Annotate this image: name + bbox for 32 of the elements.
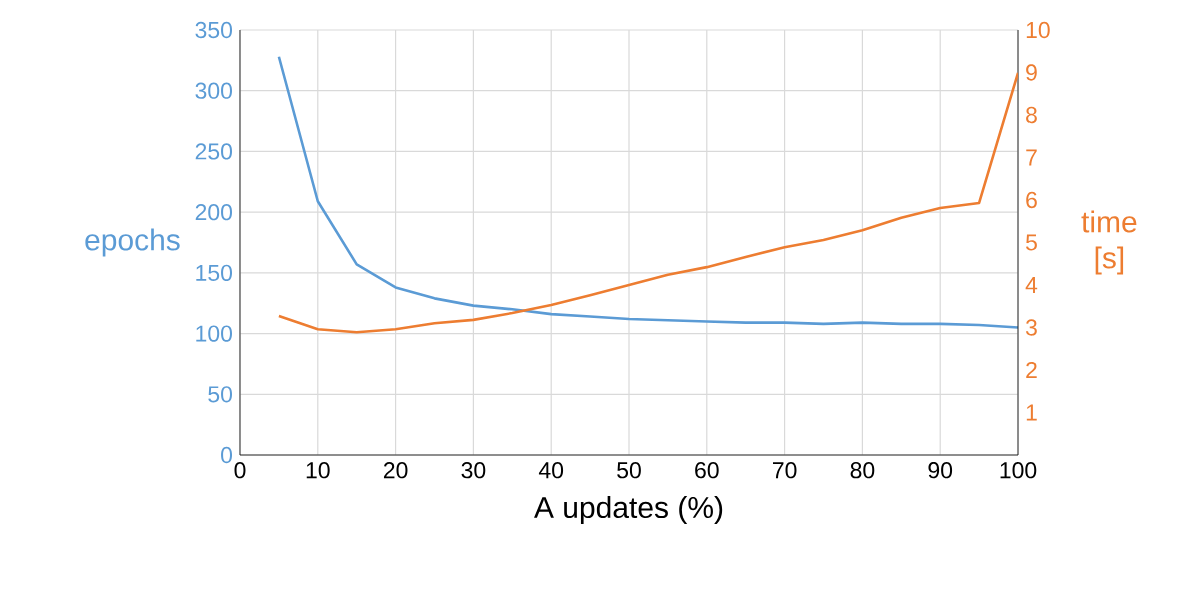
y-tick-label: 350: [195, 21, 233, 39]
x-tick-label: 60: [695, 462, 719, 479]
y-axis-title: epochs: [85, 228, 180, 257]
y2-tick-label: 10: [1026, 21, 1050, 39]
x-tick-label: 70: [773, 462, 797, 479]
y2-tick-label: 4: [1025, 277, 1038, 293]
y-tick-label: 300: [195, 82, 233, 99]
y-tick-label: 50: [208, 386, 233, 403]
y-tick-label: 200: [195, 204, 233, 221]
x-tick-label: 30: [461, 462, 486, 479]
x-tick-label: 80: [850, 462, 875, 479]
y2-tick-label: 1: [1026, 404, 1037, 421]
y2-tick-label: 5: [1025, 234, 1037, 251]
x-tick-label: 40: [538, 462, 564, 479]
x-tick-label: 10: [306, 462, 330, 479]
x-tick-label: 0: [234, 462, 246, 479]
x-tick-label: 90: [928, 462, 953, 479]
y2-tick-label: 9: [1026, 64, 1037, 81]
y-tick-label: 150: [196, 264, 233, 281]
y-tick-label: 250: [195, 143, 233, 160]
y2-tick-label: 3: [1025, 319, 1037, 336]
x-tick-label: 50: [617, 462, 641, 479]
y2-tick-label: 7: [1026, 149, 1037, 166]
x-tick-label: 100: [1000, 462, 1037, 479]
y2-tick-label: 6: [1026, 191, 1037, 209]
y2-tick-label: 8: [1026, 106, 1037, 124]
y-tick-label: 0: [221, 446, 233, 464]
y2-axis-title: time [s]: [1081, 210, 1137, 275]
y-tick-label: 100: [196, 325, 233, 342]
x-axis-title: A updates (%): [534, 496, 723, 525]
y2-tick-label: 2: [1026, 361, 1037, 379]
x-tick-label: 20: [383, 462, 408, 479]
